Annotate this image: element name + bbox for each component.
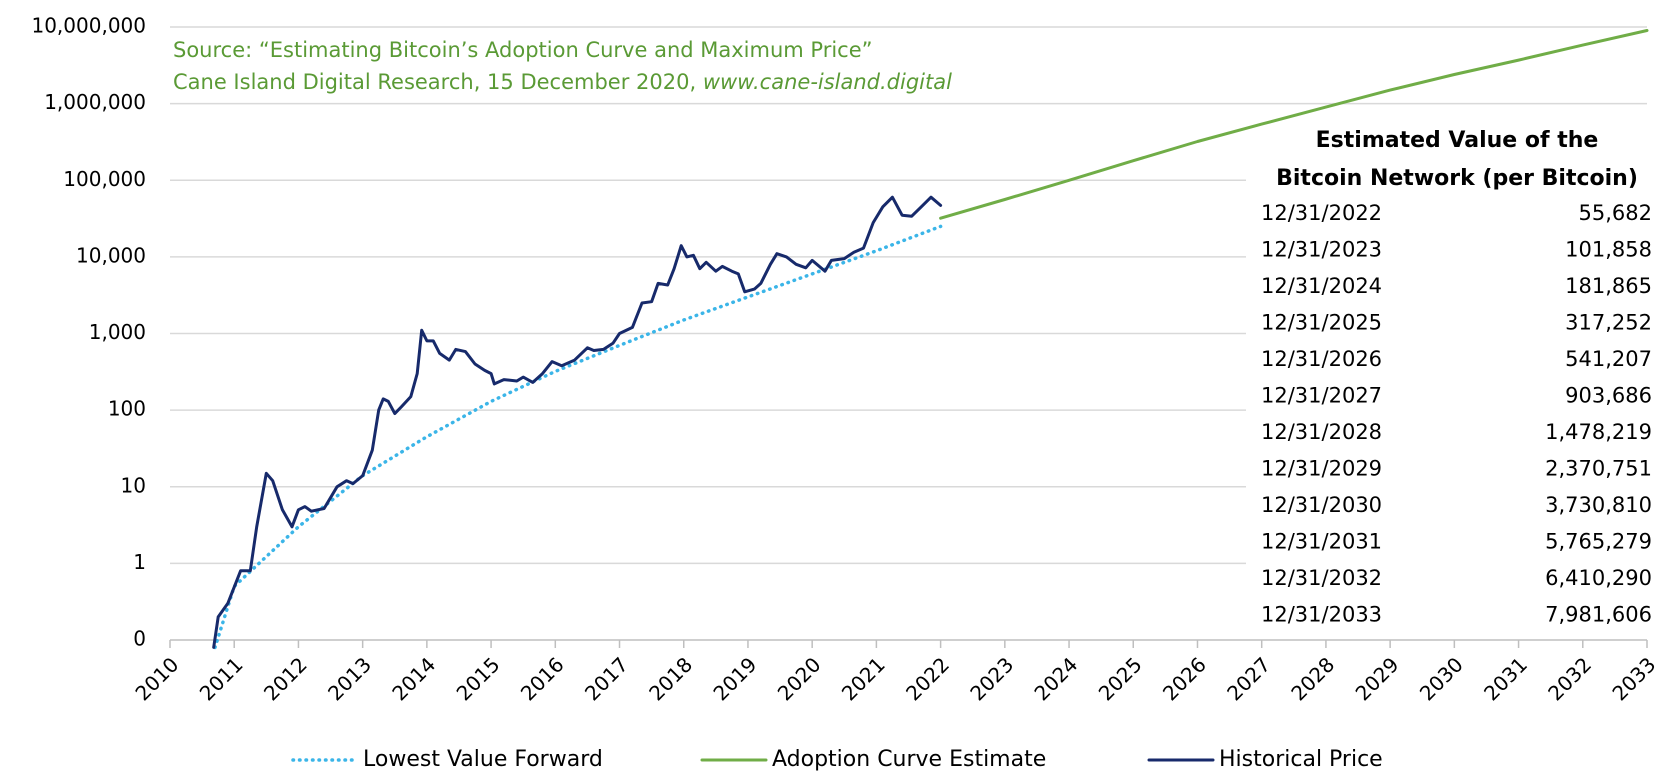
table-date: 12/31/2027 xyxy=(1261,384,1382,408)
x-tick-label: 2027 xyxy=(1222,652,1275,705)
y-tick-label: 1 xyxy=(133,550,146,574)
x-tick-label: 2019 xyxy=(708,652,761,705)
table-value: 1,478,219 xyxy=(1545,420,1652,444)
table-date: 12/31/2022 xyxy=(1261,201,1382,225)
x-tick-label: 2029 xyxy=(1351,652,1404,705)
series-line xyxy=(939,29,1649,220)
y-tick-label: 10,000 xyxy=(76,243,146,267)
table-header: Bitcoin Network (per Bitcoin) xyxy=(1276,166,1638,191)
x-tick-label: 2011 xyxy=(195,652,248,705)
x-tick-label: 2023 xyxy=(965,652,1018,705)
x-tick-label: 2033 xyxy=(1607,652,1660,705)
x-tick-label: 2028 xyxy=(1286,652,1339,705)
table-value: 903,686 xyxy=(1565,384,1652,408)
table-date: 12/31/2024 xyxy=(1261,274,1382,298)
x-tick-label: 2017 xyxy=(580,652,633,705)
source-line: Cane Island Digital Research, 15 Decembe… xyxy=(173,70,952,94)
x-tick-label: 2014 xyxy=(387,652,440,705)
x-tick-label: 2022 xyxy=(901,652,954,705)
x-tick-label: 2013 xyxy=(323,652,376,705)
source-text: Cane Island Digital Research, 15 Decembe… xyxy=(173,70,703,94)
x-tick-label: 2021 xyxy=(837,652,890,705)
y-tick-label: 100,000 xyxy=(63,167,146,191)
table-value: 5,765,279 xyxy=(1545,530,1652,554)
x-tick-label: 2030 xyxy=(1415,652,1468,705)
y-tick-label: 1,000 xyxy=(89,320,146,344)
x-tick-label: 2010 xyxy=(130,652,183,705)
table-value: 101,858 xyxy=(1565,238,1652,262)
table-value: 181,865 xyxy=(1565,274,1652,298)
table-value: 541,207 xyxy=(1565,347,1652,371)
legend-label: Lowest Value Forward xyxy=(363,747,603,772)
y-tick-label: 10 xyxy=(121,473,146,497)
y-tick-label: 100 xyxy=(108,397,146,421)
x-tick-label: 2031 xyxy=(1479,652,1532,705)
table-date: 12/31/2033 xyxy=(1261,603,1382,627)
x-tick-label: 2025 xyxy=(1094,652,1147,705)
x-tick-label: 2012 xyxy=(259,652,312,705)
x-tick-label: 2032 xyxy=(1543,652,1596,705)
series-line xyxy=(212,195,943,649)
source-line: Source: “Estimating Bitcoin’s Adoption C… xyxy=(173,38,873,62)
x-tick-label: 2018 xyxy=(644,652,697,705)
table-background xyxy=(1246,125,1668,628)
table-date: 12/31/2029 xyxy=(1261,457,1382,481)
y-tick-label: 1,000,000 xyxy=(44,90,146,114)
legend-label: Adoption Curve Estimate xyxy=(772,747,1046,772)
source-link: www.cane-island.digital xyxy=(703,70,952,94)
table-date: 12/31/2032 xyxy=(1261,566,1382,590)
table-value: 6,410,290 xyxy=(1545,566,1652,590)
x-tick-label: 2015 xyxy=(452,652,505,705)
table-date: 12/31/2031 xyxy=(1261,530,1382,554)
table-value: 3,730,810 xyxy=(1545,493,1652,517)
series-line xyxy=(213,224,943,650)
legend-label: Historical Price xyxy=(1219,747,1383,772)
table-date: 12/31/2028 xyxy=(1261,420,1382,444)
table-date: 12/31/2025 xyxy=(1261,311,1382,335)
x-tick-label: 2024 xyxy=(1030,652,1083,705)
y-tick-label: 0 xyxy=(133,627,146,651)
y-tick-label: 10,000,000 xyxy=(31,14,146,38)
table-value: 317,252 xyxy=(1565,311,1652,335)
x-tick-label: 2026 xyxy=(1158,652,1211,705)
table-date: 12/31/2023 xyxy=(1261,238,1382,262)
table-date: 12/31/2026 xyxy=(1261,347,1382,371)
x-tick-label: 2016 xyxy=(516,652,569,705)
table-value: 55,682 xyxy=(1579,201,1652,225)
table-header: Estimated Value of the xyxy=(1316,128,1599,153)
x-tick-label: 2020 xyxy=(773,652,826,705)
table-value: 2,370,751 xyxy=(1545,457,1652,481)
table-date: 12/31/2030 xyxy=(1261,493,1382,517)
table-value: 7,981,606 xyxy=(1545,603,1652,627)
